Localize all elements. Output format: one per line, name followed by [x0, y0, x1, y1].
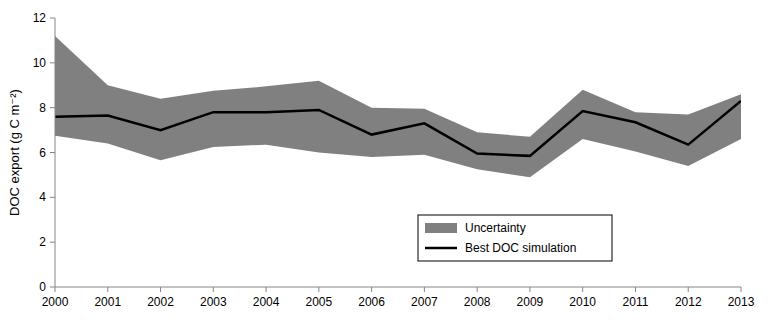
y-tick [50, 287, 55, 288]
y-tick [50, 242, 55, 243]
x-tick-label: 2000 [42, 295, 69, 309]
x-tick-label: 2008 [464, 295, 491, 309]
x-tick-label: 2001 [94, 295, 121, 309]
x-tick-label: 2011 [623, 295, 649, 309]
y-tick-label: 0 [39, 280, 46, 294]
y-tick [50, 62, 55, 63]
x-tick [371, 287, 372, 292]
x-tick [529, 287, 530, 292]
x-tick [582, 287, 583, 292]
x-axis-line [55, 287, 741, 288]
x-tick-label: 2013 [728, 295, 755, 309]
y-tick [50, 197, 55, 198]
y-tick [50, 152, 55, 153]
x-tick [741, 287, 742, 292]
x-tick-label: 2010 [569, 295, 596, 309]
x-tick-label: 2003 [200, 295, 227, 309]
x-tick [160, 287, 161, 292]
x-tick-label: 2009 [517, 295, 544, 309]
x-tick-label: 2006 [358, 295, 385, 309]
y-tick-label: 2 [39, 235, 46, 249]
x-tick [266, 287, 267, 292]
y-tick [50, 107, 55, 108]
y-tick-label: 12 [33, 11, 47, 25]
x-tick [688, 287, 689, 292]
legend-swatch [425, 247, 457, 250]
chart-svg: 0 2 4 6 8 10 12 2000 2001 2002 2003 2004 2005 2006 200… [0, 0, 780, 331]
plot-area [55, 36, 741, 177]
x-tick [318, 287, 319, 292]
uncertainty-band [55, 36, 741, 177]
y-tick-label: 6 [39, 146, 46, 160]
x-tick [635, 287, 636, 292]
legend-label: Uncertainty [465, 221, 526, 235]
y-tick [50, 18, 55, 19]
x-tick-label: 2007 [411, 295, 438, 309]
x-tick-label: 2002 [147, 295, 174, 309]
x-tick [107, 287, 108, 292]
y-axis-label: DOC export (g C m⁻²) [7, 89, 22, 216]
x-tick-label: 2012 [675, 295, 702, 309]
y-tick-label: 8 [39, 101, 46, 115]
x-tick [477, 287, 478, 292]
y-tick-label: 10 [33, 56, 47, 70]
x-tick [55, 287, 56, 292]
legend: Uncertainty Best DOC simulation [418, 215, 612, 261]
x-tick [213, 287, 214, 292]
legend-box [418, 215, 612, 261]
axes: 0 2 4 6 8 10 12 2000 2001 2002 2003 2004 2005 2006 200… [33, 11, 755, 309]
y-tick-label: 4 [39, 190, 46, 204]
line [55, 101, 741, 156]
x-tick-label: 2004 [253, 295, 280, 309]
chart-container: 0 2 4 6 8 10 12 2000 2001 2002 2003 2004 2005 2006 200… [0, 0, 780, 331]
x-tick-label: 2005 [305, 295, 332, 309]
legend-swatch [425, 223, 457, 233]
x-tick [424, 287, 425, 292]
legend-label: Best DOC simulation [465, 241, 576, 255]
